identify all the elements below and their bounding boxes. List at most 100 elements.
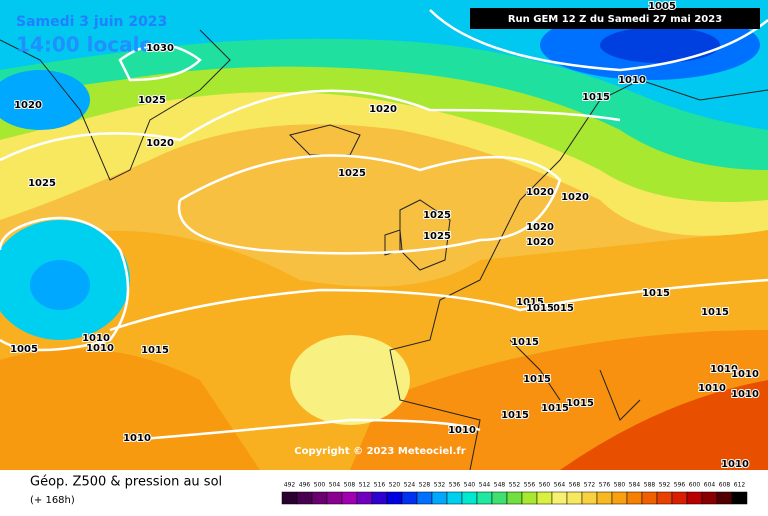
legend-swatch [521, 491, 538, 505]
isobar-label: 1005 [10, 344, 38, 355]
field-low-west-core [30, 260, 90, 310]
isobar-label: 1030 [146, 43, 174, 54]
run-box [470, 8, 760, 29]
legend-label: 580 [614, 482, 626, 489]
isobar-label: 1025 [338, 168, 366, 179]
isobar-label: 1015 [546, 303, 574, 314]
isobar-label: 1010 [731, 369, 759, 380]
legend-label: 548 [494, 482, 506, 489]
legend-swatch [431, 491, 448, 505]
isobar-label: 1025 [423, 231, 451, 242]
legend-swatch [626, 491, 643, 505]
isobar-label: 1015 [541, 403, 569, 414]
legend-label: 500 [314, 482, 326, 489]
legend-swatch [611, 491, 628, 505]
isobar-label: 1010 [448, 425, 476, 436]
isobar-labels: 1030 1025 1020 1020 1015 1010 1005 1020 1025 1025… [9, 0, 760, 471]
legend-label: 588 [644, 482, 656, 489]
coast-greenland [0, 29, 231, 181]
legend-label: 608 [719, 482, 731, 489]
legend-swatch [536, 491, 553, 505]
legend-label: 524 [404, 482, 416, 489]
legend-label: 600 [689, 482, 701, 489]
legend-swatch [731, 491, 748, 505]
isobar-label: 1015 [523, 374, 551, 385]
isobar-label: 1025 [423, 210, 451, 221]
legend-label: 496 [299, 482, 311, 489]
field-atlantic-ridge [220, 160, 420, 260]
legend-label: 528 [419, 482, 431, 489]
legend-swatch [356, 491, 373, 505]
legend-label: 576 [599, 482, 611, 489]
coast-mediterranean [509, 339, 641, 421]
legend-label: 568 [569, 482, 581, 489]
legend-label: 536 [449, 482, 461, 489]
legend-swatch [581, 491, 598, 505]
legend-swatch [656, 491, 673, 505]
legend-swatch [446, 491, 463, 505]
isobar-label: 1015 [642, 288, 670, 299]
legend-label: 560 [539, 482, 551, 489]
legend-swatch [476, 491, 493, 505]
isobar-label: 1015 [701, 307, 729, 318]
isobar-label: 1015 [141, 345, 169, 356]
copyright: Copyright © 2023 Meteociel.fr [294, 446, 465, 457]
legend-swatch [716, 491, 733, 505]
isobar-label: 1010 [698, 383, 726, 394]
footer-title: Géop. Z500 & pression au sol [30, 475, 222, 490]
legend-swatch [641, 491, 658, 505]
legend-swatch [416, 491, 433, 505]
legend-swatch [401, 491, 418, 505]
isobar-label: 1010 [82, 333, 110, 344]
legend-swatch [341, 491, 358, 505]
legend-swatch [671, 491, 688, 505]
isobar-label: 1015 [511, 337, 539, 348]
isobar [118, 43, 202, 82]
legend-swatch [686, 491, 703, 505]
isobar-label: 1020 [369, 104, 397, 115]
footer [0, 470, 768, 512]
valid-time: 14:00 locale [16, 33, 153, 57]
run-info: Run GEM 12 Z du Samedi 27 mai 2023 [508, 14, 722, 25]
field-low-core [600, 27, 720, 63]
legend-label: 612 [734, 482, 746, 489]
legend-label: 552 [509, 482, 521, 489]
legend-label: 516 [374, 482, 386, 489]
legend-label: 532 [434, 482, 446, 489]
isobar [0, 89, 621, 162]
isobar-label: 1010 [710, 364, 738, 375]
legend-label: 544 [479, 482, 491, 489]
legend-label: 540 [464, 482, 476, 489]
legend-label: 584 [629, 482, 641, 489]
isobar-label: 1010 [721, 459, 749, 470]
isobar-label: 1020 [526, 222, 554, 233]
isobar-label: 1010 [123, 433, 151, 444]
legend-swatch [551, 491, 568, 505]
isobar [429, 9, 768, 72]
legend-label: 596 [674, 482, 686, 489]
legend-swatch [506, 491, 523, 505]
legend-label: 572 [584, 482, 596, 489]
isobar-label: 1010 [86, 343, 114, 354]
isobar [177, 154, 562, 255]
isobar-label: 1015 [566, 398, 594, 409]
legend-label: 512 [359, 482, 371, 489]
color-legend: 492 496 500 504 508 512 516 520 524 528 532 536 540 5… [281, 482, 748, 505]
isobar-label: 1010 [618, 75, 646, 86]
legend-label: 508 [344, 482, 356, 489]
isobar-label: 1015 [501, 410, 529, 421]
legend-label: 604 [704, 482, 716, 489]
legend-swatch [461, 491, 478, 505]
legend-swatch [386, 491, 403, 505]
isobar-label: 1025 [28, 178, 56, 189]
legend-swatch [281, 491, 298, 505]
field-orange-sw [0, 348, 260, 470]
legend-swatch [491, 491, 508, 505]
legend-label: 492 [284, 482, 296, 489]
isobar-label: 1020 [526, 187, 554, 198]
field-red [560, 380, 768, 470]
isobar-label: 1015 [582, 92, 610, 103]
isobar-label: 1015 [516, 297, 544, 308]
coast-iceland [289, 124, 361, 156]
